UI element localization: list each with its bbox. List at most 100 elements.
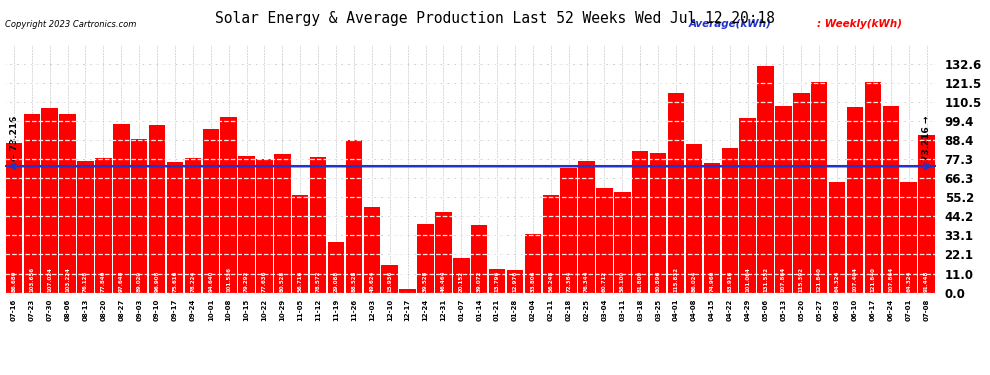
Text: 107.024: 107.024 xyxy=(48,267,52,292)
Text: 121.840: 121.840 xyxy=(817,267,822,292)
Text: 79.292: 79.292 xyxy=(245,270,249,292)
Bar xyxy=(882,106,899,292)
Text: 77.840: 77.840 xyxy=(101,270,106,292)
Text: 60.712: 60.712 xyxy=(602,270,607,292)
Text: 75.616: 75.616 xyxy=(172,270,177,292)
Text: 131.552: 131.552 xyxy=(763,267,768,292)
Text: 81.800: 81.800 xyxy=(638,270,643,292)
Bar xyxy=(704,163,720,292)
Text: ← 73.216: ← 73.216 xyxy=(10,116,19,161)
Text: 77.636: 77.636 xyxy=(262,270,267,292)
Bar xyxy=(668,93,684,292)
Text: 80.896: 80.896 xyxy=(655,270,660,292)
Text: 107.864: 107.864 xyxy=(781,267,786,292)
Text: : Weekly(kWh): : Weekly(kWh) xyxy=(818,19,902,29)
Bar xyxy=(686,144,702,292)
Text: Solar Energy & Average Production Last 52 Weeks Wed Jul 12 20:18: Solar Energy & Average Production Last 5… xyxy=(215,11,775,26)
Bar xyxy=(560,168,577,292)
Bar xyxy=(453,258,469,292)
Bar xyxy=(399,289,416,292)
Text: 49.624: 49.624 xyxy=(369,270,374,292)
Text: 94.640: 94.640 xyxy=(208,270,213,292)
Bar xyxy=(775,106,792,292)
Text: 64.324: 64.324 xyxy=(906,270,911,292)
Text: 89.020: 89.020 xyxy=(137,270,142,292)
Text: 88.528: 88.528 xyxy=(351,270,356,292)
Bar xyxy=(829,182,845,292)
Text: 15.936: 15.936 xyxy=(387,270,392,292)
Text: 78.572: 78.572 xyxy=(316,270,321,292)
Bar xyxy=(901,182,917,292)
Bar xyxy=(6,143,22,292)
Text: 83.916: 83.916 xyxy=(728,270,733,292)
Bar xyxy=(148,125,165,292)
Bar xyxy=(740,118,756,292)
Text: 115.392: 115.392 xyxy=(799,267,804,292)
Bar xyxy=(24,114,40,292)
Bar xyxy=(239,156,254,292)
Text: 39.528: 39.528 xyxy=(423,270,428,292)
Text: 91.448: 91.448 xyxy=(924,270,929,292)
Text: 73.216 →: 73.216 → xyxy=(922,116,931,161)
Text: 72.384: 72.384 xyxy=(566,270,571,292)
Text: 86.680: 86.680 xyxy=(12,270,17,292)
Bar xyxy=(417,224,434,292)
Text: 12.976: 12.976 xyxy=(513,270,518,292)
Text: 115.832: 115.832 xyxy=(673,267,678,292)
Bar xyxy=(471,225,487,292)
Bar xyxy=(543,195,559,292)
Bar xyxy=(811,82,828,292)
Text: 121.840: 121.840 xyxy=(870,267,875,292)
Bar xyxy=(292,195,309,292)
Bar xyxy=(596,188,613,292)
Text: 58.100: 58.100 xyxy=(620,270,625,292)
Bar xyxy=(381,265,398,292)
Bar xyxy=(578,161,595,292)
Text: 20.152: 20.152 xyxy=(458,271,463,292)
Bar xyxy=(203,129,219,292)
Bar xyxy=(793,93,810,292)
Text: 103.224: 103.224 xyxy=(65,267,70,292)
Bar xyxy=(310,157,327,292)
Text: 13.796: 13.796 xyxy=(495,270,500,292)
Text: 64.324: 64.324 xyxy=(835,270,840,292)
Text: 76.344: 76.344 xyxy=(584,270,589,292)
Text: 101.064: 101.064 xyxy=(745,267,750,292)
Text: 101.536: 101.536 xyxy=(226,267,231,292)
Bar xyxy=(649,153,666,292)
Bar xyxy=(507,270,524,292)
Bar xyxy=(274,154,291,292)
Bar xyxy=(221,117,237,292)
Bar xyxy=(363,207,380,292)
Text: 46.464: 46.464 xyxy=(441,270,446,292)
Text: 56.248: 56.248 xyxy=(548,270,553,292)
Bar xyxy=(757,66,774,292)
Text: 76.128: 76.128 xyxy=(83,270,88,292)
Bar xyxy=(722,148,738,292)
Text: 33.806: 33.806 xyxy=(531,270,536,292)
Bar xyxy=(919,135,935,292)
Bar xyxy=(59,114,76,292)
Bar xyxy=(632,152,648,292)
Bar xyxy=(113,124,130,292)
Text: 39.072: 39.072 xyxy=(477,270,482,292)
Text: 107.404: 107.404 xyxy=(852,267,857,292)
Bar xyxy=(328,242,345,292)
Bar xyxy=(184,158,201,292)
Bar xyxy=(489,269,505,292)
Bar xyxy=(346,140,362,292)
Text: 86.024: 86.024 xyxy=(691,270,696,292)
Text: 29.088: 29.088 xyxy=(334,270,339,292)
Bar xyxy=(77,161,94,292)
Text: 96.908: 96.908 xyxy=(154,270,159,292)
Bar xyxy=(614,192,631,292)
Bar xyxy=(436,212,451,292)
Bar xyxy=(525,234,542,292)
Bar xyxy=(846,107,863,292)
Text: 56.716: 56.716 xyxy=(298,270,303,292)
Text: Copyright 2023 Cartronics.com: Copyright 2023 Cartronics.com xyxy=(5,20,137,29)
Text: 97.648: 97.648 xyxy=(119,270,124,292)
Text: 80.528: 80.528 xyxy=(280,270,285,292)
Bar xyxy=(42,108,58,292)
Bar xyxy=(864,82,881,292)
